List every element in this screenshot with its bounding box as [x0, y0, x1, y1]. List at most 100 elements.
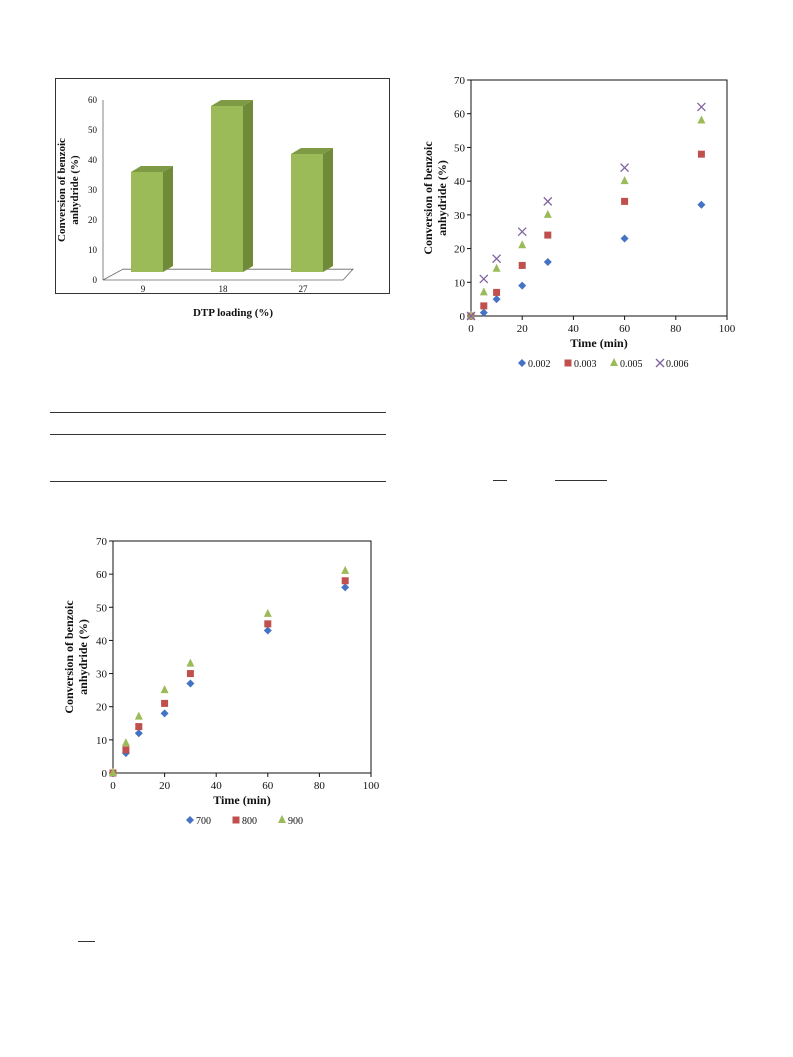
data-point: [610, 358, 618, 366]
y-tick-label: 20: [96, 702, 108, 714]
x-tick-label: 0: [468, 323, 474, 335]
y-tick-label: 50: [88, 125, 98, 135]
data-point: [186, 670, 194, 678]
plot-area: [112, 540, 372, 774]
data-point: [161, 699, 169, 707]
data-point: [160, 709, 169, 718]
y-tick-label: 20: [88, 215, 98, 225]
data-point: [479, 308, 488, 317]
data-point: [109, 768, 117, 776]
y-tick-label: 10: [454, 277, 466, 289]
data-point: [186, 679, 195, 688]
data-point: [492, 295, 501, 304]
data-point: [543, 196, 553, 206]
x-axis-label: Time (min): [570, 336, 627, 350]
y-tick-label: 20: [454, 244, 466, 256]
y-tick-label: 40: [96, 635, 108, 647]
bar-chart-dtp-loading: 0 10 20 30 40 50 60 9 18 27 DTP loading (%) Convers…: [55, 78, 390, 328]
y-tick-label: 60: [454, 109, 466, 121]
x-tick-label: 0: [110, 780, 116, 792]
y-axis-label: Conversion of benzoicanhydride (%): [56, 138, 81, 242]
data-point: [518, 359, 526, 367]
short-rule: [555, 480, 607, 481]
bar-side: [163, 166, 173, 272]
data-point: [697, 200, 706, 209]
data-point: [341, 577, 349, 585]
data-point: [121, 738, 130, 747]
y-tick-label: 30: [96, 669, 108, 681]
x-tick-label: 40: [568, 323, 580, 335]
legend-label: 800: [242, 816, 257, 827]
data-point: [518, 281, 527, 290]
legend-label: 900: [288, 816, 303, 827]
y-axis-label: Conversion of benzoicanhydride (%): [421, 141, 449, 255]
bar-top: [131, 166, 173, 172]
data-point: [341, 565, 350, 574]
x-tick-label: 60: [619, 323, 631, 335]
x-tick-label: 27: [299, 284, 309, 294]
bar-chart-svg: 0 10 20 30 40 50 60 9 18 27 DTP loading (%) Convers…: [55, 78, 390, 319]
data-point: [517, 227, 527, 237]
y-tick-label: 10: [88, 245, 98, 255]
x-axis-label: DTP loading (%): [193, 307, 273, 319]
data-point: [278, 815, 286, 823]
data-point: [263, 626, 272, 635]
short-rule: [493, 480, 507, 481]
scatter-chart-loading-svg: 0 10 20 30 40 50 60 70 0 20 40 60 80 100 Time (min) Con…: [421, 75, 736, 370]
data-point: [544, 231, 552, 239]
legend-label: 0.002: [528, 359, 551, 370]
data-point: [160, 685, 169, 694]
data-point: [135, 723, 143, 731]
y-tick-label: 50: [96, 602, 108, 614]
bar: [211, 106, 243, 272]
data-point: [492, 263, 501, 272]
x-tick-label: 20: [517, 323, 529, 335]
data-point: [543, 209, 552, 218]
data-point: [122, 746, 130, 754]
legend-label: 700: [196, 816, 211, 827]
data-point: [564, 359, 572, 367]
y-tick-label: 0: [460, 311, 466, 323]
data-point: [341, 583, 350, 592]
x-tick-label: 100: [363, 780, 380, 792]
data-point: [518, 240, 527, 249]
data-point: [492, 254, 502, 264]
data-point: [186, 658, 195, 667]
data-point: [696, 102, 706, 112]
x-tick-label: 40: [211, 780, 223, 792]
scatter-chart-loading: 0 10 20 30 40 50 60 70 0 20 40 60 80 100 Time (min) Con…: [410, 72, 750, 377]
legend-label: 0.003: [574, 359, 597, 370]
chart-floor: [102, 268, 354, 281]
x-tick-label: 9: [141, 284, 146, 294]
data-point: [479, 287, 488, 296]
data-point: [493, 288, 501, 296]
data-point: [467, 311, 475, 319]
data-point: [543, 258, 552, 267]
x-tick-label: 80: [670, 323, 682, 335]
y-tick-label: 0: [102, 768, 108, 780]
y-axis-label: Conversion of benzoicanhydride (%): [62, 600, 90, 714]
x-tick-label: 100: [719, 323, 736, 335]
bar-top: [211, 100, 253, 106]
legend-label: 0.006: [666, 359, 689, 370]
table-header-rule: [50, 434, 386, 435]
y-tick-label: 30: [454, 210, 466, 222]
bar: [291, 154, 323, 272]
bar-side: [243, 100, 253, 272]
bar-top: [291, 148, 333, 154]
data-point: [232, 816, 240, 824]
data-point: [134, 711, 143, 720]
y-tick-label: 30: [88, 185, 98, 195]
table-top-rule: [50, 412, 386, 413]
y-tick-label: 10: [96, 735, 108, 747]
plot-area: [470, 79, 728, 317]
data-point: [655, 358, 665, 368]
data-point: [186, 816, 194, 824]
data-point: [480, 302, 488, 310]
y-tick-label: 70: [96, 536, 108, 548]
x-tick-label: 80: [314, 780, 326, 792]
table-bottom-rule: [50, 481, 386, 482]
data-point: [697, 150, 705, 158]
y-tick-label: 50: [454, 142, 466, 154]
data-point: [620, 234, 629, 243]
